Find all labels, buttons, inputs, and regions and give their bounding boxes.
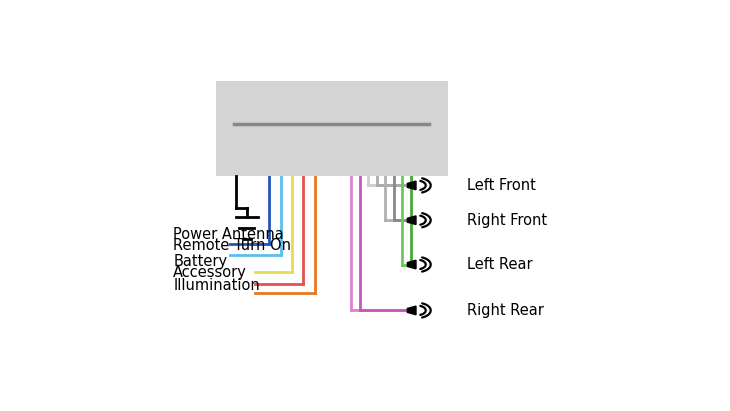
Text: Left Rear: Left Rear bbox=[467, 257, 533, 272]
Text: Power Antenna: Power Antenna bbox=[173, 227, 284, 242]
Text: Remote Turn On: Remote Turn On bbox=[173, 238, 291, 253]
Text: Right Front: Right Front bbox=[467, 213, 548, 228]
Text: Right Rear: Right Rear bbox=[467, 303, 545, 318]
Text: Left Front: Left Front bbox=[467, 178, 537, 193]
Polygon shape bbox=[407, 216, 416, 224]
Polygon shape bbox=[407, 260, 416, 269]
Text: Illumination: Illumination bbox=[173, 277, 260, 293]
Bar bbox=[216, 81, 447, 176]
Text: Accessory: Accessory bbox=[173, 265, 247, 280]
Polygon shape bbox=[407, 306, 416, 315]
Text: Battery: Battery bbox=[173, 254, 228, 269]
Polygon shape bbox=[407, 181, 416, 190]
